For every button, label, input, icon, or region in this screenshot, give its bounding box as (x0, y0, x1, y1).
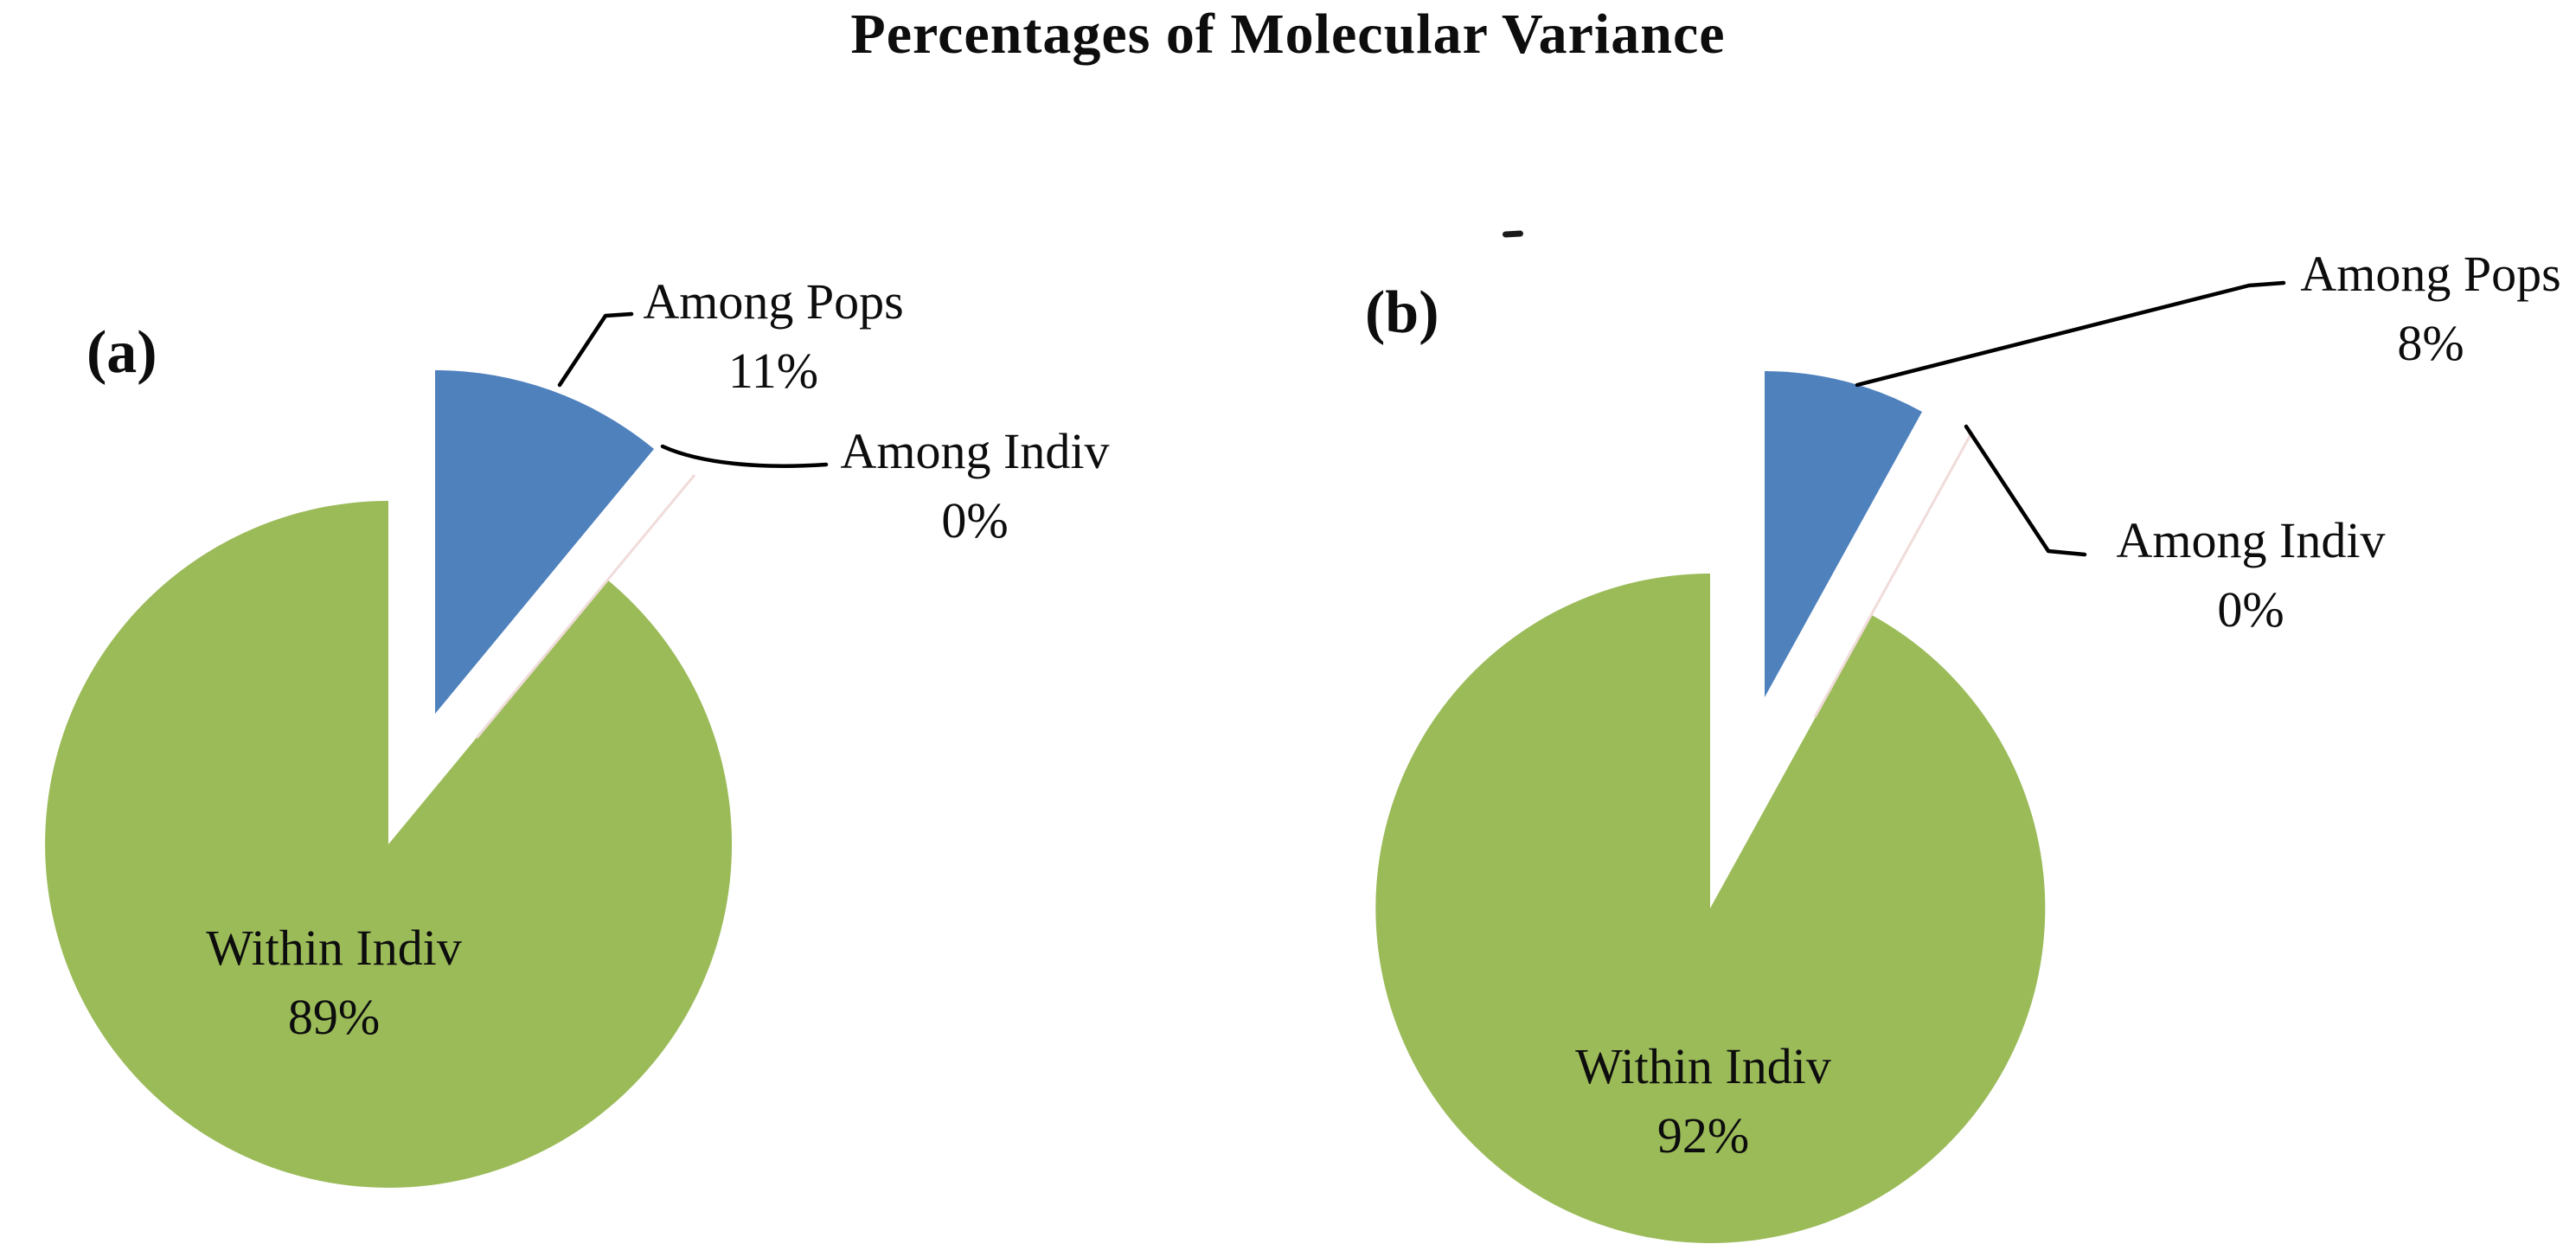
pie-b-among-indiv-label-text: Among Indiv (2116, 512, 2386, 568)
pie-a-among-pops-label-text: Among Pops (643, 273, 904, 330)
panel-b-tag: (b) (1365, 279, 1439, 346)
pie-a-among-indiv-leader-line (660, 444, 829, 468)
pie-b-within-indiv-label-text: Within Indiv (1575, 1038, 1831, 1094)
pie-b-among-pops-label-text: Among Pops (2300, 246, 2561, 302)
pie-b-within-indiv-label: Within Indiv 92% (1444, 1032, 1963, 1170)
pie-b-among-indiv-label: Among Indiv 0% (1991, 506, 2510, 644)
pie-b-among-pops-label-value: 8% (2397, 315, 2464, 371)
pie-b-within-indiv-slice (1375, 574, 2046, 1243)
pie-a-among-indiv-label-value: 0% (941, 492, 1009, 548)
pie-b-among-pops-leader-line (1855, 280, 2286, 388)
pie-b-among-indiv-leader-line (1964, 424, 2087, 557)
pie-a-among-indiv-label: Among Indiv 0% (715, 417, 1234, 555)
pie-a-among-pops-leader-line (557, 311, 634, 388)
pie-a-within-indiv-label-value: 89% (287, 989, 381, 1045)
pie-b-among-indiv-label-value: 0% (2217, 581, 2284, 638)
pie-a-within-indiv-label: Within Indiv 89% (74, 914, 593, 1052)
panel-a-tag: (a) (87, 319, 157, 386)
pie-b-within-indiv-label-value: 92% (1656, 1107, 1750, 1164)
pie-a-within-indiv-slice (45, 501, 733, 1188)
pie-b-among-pops-label: Among Pops 8% (2171, 240, 2576, 378)
pie-a-among-indiv-slice (475, 474, 696, 739)
pie-a-among-pops-slice (435, 370, 654, 714)
pie-a-among-pops-label-value: 11% (727, 343, 819, 399)
pie-a-among-indiv-label-text: Among Indiv (840, 423, 1110, 479)
pie-a-among-pops-label: Among Pops 11% (514, 267, 1033, 406)
pie-a-within-indiv-label-text: Within Indiv (206, 920, 462, 976)
pie-b-among-indiv-slice (1813, 431, 1974, 718)
figure-title: Percentages of Molecular Variance (850, 3, 1726, 66)
pie-b-among-pops-slice (1765, 371, 1922, 697)
